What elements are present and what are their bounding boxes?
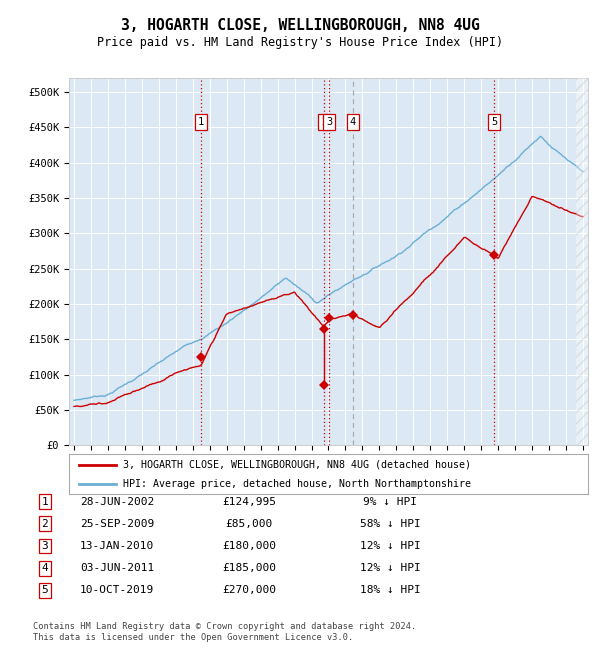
- Text: 2: 2: [41, 519, 49, 529]
- Text: 1: 1: [198, 117, 204, 127]
- Text: 9% ↓ HPI: 9% ↓ HPI: [363, 497, 417, 507]
- Text: 4: 4: [41, 563, 49, 573]
- Text: 58% ↓ HPI: 58% ↓ HPI: [359, 519, 421, 529]
- Text: 3: 3: [41, 541, 49, 551]
- Text: £185,000: £185,000: [222, 563, 276, 573]
- Text: 25-SEP-2009: 25-SEP-2009: [80, 519, 154, 529]
- Text: 12% ↓ HPI: 12% ↓ HPI: [359, 563, 421, 573]
- Text: 5: 5: [41, 585, 49, 595]
- Text: 12% ↓ HPI: 12% ↓ HPI: [359, 541, 421, 551]
- Text: HPI: Average price, detached house, North Northamptonshire: HPI: Average price, detached house, Nort…: [124, 479, 472, 489]
- Text: 03-JUN-2011: 03-JUN-2011: [80, 563, 154, 573]
- Text: 28-JUN-2002: 28-JUN-2002: [80, 497, 154, 507]
- Text: £85,000: £85,000: [226, 519, 272, 529]
- Text: 4: 4: [349, 117, 356, 127]
- Text: £124,995: £124,995: [222, 497, 276, 507]
- Text: 1: 1: [41, 497, 49, 507]
- Text: £180,000: £180,000: [222, 541, 276, 551]
- Text: 2: 2: [321, 117, 327, 127]
- Text: £270,000: £270,000: [222, 585, 276, 595]
- Text: Price paid vs. HM Land Registry's House Price Index (HPI): Price paid vs. HM Land Registry's House …: [97, 36, 503, 49]
- Text: 13-JAN-2010: 13-JAN-2010: [80, 541, 154, 551]
- Text: 5: 5: [491, 117, 497, 127]
- Text: 10-OCT-2019: 10-OCT-2019: [80, 585, 154, 595]
- Text: 3, HOGARTH CLOSE, WELLINGBOROUGH, NN8 4UG (detached house): 3, HOGARTH CLOSE, WELLINGBOROUGH, NN8 4U…: [124, 460, 472, 469]
- Text: Contains HM Land Registry data © Crown copyright and database right 2024.
This d: Contains HM Land Registry data © Crown c…: [33, 622, 416, 642]
- Text: 3: 3: [326, 117, 332, 127]
- Text: 3, HOGARTH CLOSE, WELLINGBOROUGH, NN8 4UG: 3, HOGARTH CLOSE, WELLINGBOROUGH, NN8 4U…: [121, 18, 479, 34]
- Text: 18% ↓ HPI: 18% ↓ HPI: [359, 585, 421, 595]
